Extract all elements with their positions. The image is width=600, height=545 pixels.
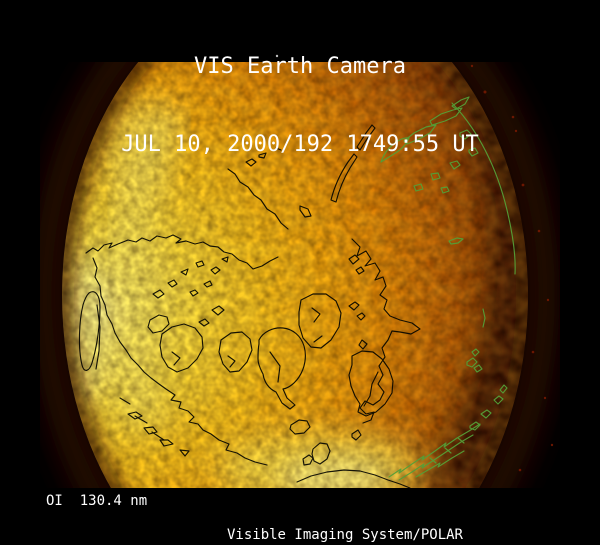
camera-frame [40,62,560,488]
header: VIS Earth Camera JUL 10, 2000/192 1749:5… [0,2,600,184]
noise-speckles [275,54,554,472]
wavelength-label: OI 130.4 nm [46,493,148,509]
earth-disk [62,62,528,488]
credit-line-1: Visible Imaging System/POLAR [226,527,463,543]
coastlines-sunlit [78,124,421,488]
page-title: VIS Earth Camera [194,54,406,79]
credit-block: Visible Imaging System/POLAR The Univers… [210,493,480,545]
coastlines-night [380,96,516,481]
timestamp-label: JUL 10, 2000/192 1749:55 UT [121,132,479,157]
